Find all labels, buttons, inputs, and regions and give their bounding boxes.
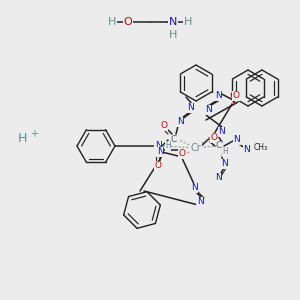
Text: O: O	[211, 134, 218, 142]
Text: O: O	[154, 161, 161, 170]
Text: O: O	[160, 122, 167, 130]
Text: N: N	[214, 173, 221, 182]
Text: H: H	[184, 17, 192, 27]
Text: C: C	[216, 142, 222, 151]
Text: Cr: Cr	[190, 143, 201, 153]
Text: H: H	[18, 131, 27, 145]
Text: N: N	[154, 142, 161, 151]
Text: O: O	[178, 149, 185, 158]
Text: H: H	[165, 142, 171, 151]
Text: N: N	[220, 160, 227, 169]
Text: H: H	[222, 148, 228, 157]
Text: H: H	[169, 30, 177, 40]
Text: H: H	[108, 17, 116, 27]
Text: N: N	[169, 17, 177, 27]
Text: C: C	[171, 136, 177, 145]
Text: +: +	[30, 129, 38, 139]
Text: CH₃: CH₃	[254, 143, 268, 152]
Text: N: N	[214, 92, 221, 100]
Text: N: N	[157, 148, 164, 157]
Text: O: O	[232, 92, 239, 100]
Text: N: N	[205, 106, 212, 115]
Text: N: N	[190, 184, 197, 193]
Text: N: N	[234, 136, 240, 145]
Text: O: O	[124, 17, 132, 27]
Text: N: N	[219, 128, 225, 136]
Text: N: N	[177, 118, 183, 127]
Text: N: N	[196, 197, 203, 206]
Text: N: N	[244, 146, 250, 154]
Text: N: N	[187, 103, 194, 112]
